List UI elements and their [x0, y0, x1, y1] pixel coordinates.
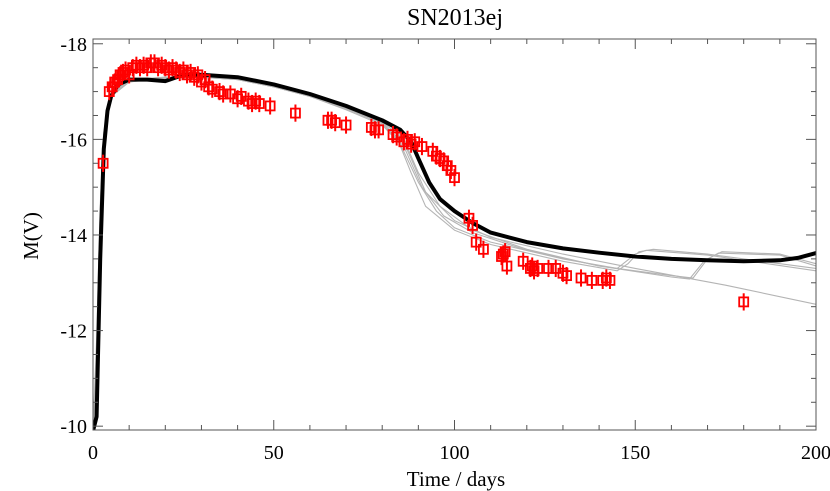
y-tick-label: -12 [60, 321, 87, 343]
square-marker [604, 274, 616, 286]
data-point [467, 216, 478, 235]
square-marker [586, 274, 598, 286]
square-marker [470, 236, 482, 248]
data-point [206, 80, 218, 98]
y-tick-label: -16 [60, 129, 87, 151]
square-marker [575, 272, 587, 284]
data-point [97, 154, 109, 172]
data-point [217, 85, 229, 103]
data-point [416, 137, 428, 156]
square-marker [467, 220, 478, 231]
square-marker [501, 260, 513, 272]
square-marker [416, 141, 428, 152]
square-marker [217, 88, 229, 100]
x-tick-label: 200 [801, 442, 830, 464]
square-marker [543, 263, 554, 274]
data-point [478, 240, 489, 258]
data-point [586, 271, 598, 289]
plot-frame [92, 38, 817, 431]
x-tick-label: 150 [620, 442, 650, 464]
data-point [449, 169, 460, 187]
data-point [340, 116, 352, 134]
data-point [329, 114, 341, 132]
data-point [373, 121, 384, 139]
square-marker [497, 248, 509, 260]
square-marker [253, 98, 265, 109]
best-model-line [93, 72, 816, 430]
model-curves [93, 75, 816, 430]
x-axis-label: Time / days [407, 467, 505, 491]
data-point [470, 233, 482, 251]
square-marker [97, 157, 109, 169]
data-point [532, 259, 544, 278]
square-marker [290, 107, 301, 119]
data-point [561, 267, 572, 285]
square-marker [478, 243, 489, 255]
data-point [604, 271, 616, 289]
square-marker [499, 246, 511, 258]
square-marker [449, 172, 460, 184]
best-model-curve [93, 72, 816, 430]
y-tick-label: -18 [60, 34, 87, 56]
square-marker [738, 296, 750, 308]
y-tick-label: -14 [60, 225, 87, 247]
y-axis-label: M(V) [19, 212, 43, 260]
x-tick-labels: 0 50 100 150 200 [88, 442, 830, 464]
data-point [264, 97, 276, 115]
data-point [499, 243, 511, 261]
chart-title: SN2013ej [407, 5, 503, 31]
square-marker [561, 270, 572, 282]
model-curve [93, 76, 816, 430]
y-tick-labels: -10 -12 -14 -16 -18 [60, 34, 87, 438]
y-tick-label: -10 [60, 416, 87, 438]
x-tick-label: 50 [264, 442, 284, 464]
x-tick-label: 100 [440, 442, 470, 464]
data-point [290, 104, 301, 122]
square-marker [329, 117, 341, 129]
data-point [575, 269, 587, 287]
data-point [497, 245, 509, 263]
square-marker [264, 100, 276, 112]
axis-ticks [92, 39, 817, 430]
data-point [501, 257, 513, 275]
data-point [253, 94, 265, 113]
data-point [543, 259, 554, 278]
observed-points [97, 54, 750, 311]
data-point [738, 293, 750, 311]
square-marker [340, 119, 352, 131]
square-marker [206, 83, 218, 95]
square-marker [532, 263, 544, 274]
x-tick-label: 0 [88, 442, 98, 464]
square-marker [373, 124, 384, 136]
